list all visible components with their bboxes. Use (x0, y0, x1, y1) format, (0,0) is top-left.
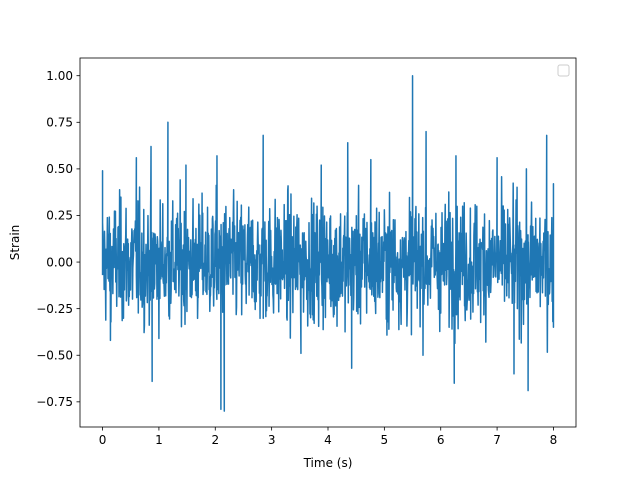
y-tick-label: 0.00 (46, 255, 73, 269)
y-tick-label: −0.50 (36, 348, 73, 362)
y-tick-label: 0.50 (46, 162, 73, 176)
x-tick-label: 5 (381, 433, 389, 447)
y-tick-label: −0.25 (36, 302, 73, 316)
x-tick-label: 6 (437, 433, 445, 447)
x-tick-label: 4 (324, 433, 332, 447)
x-tick-label: 8 (550, 433, 558, 447)
y-tick-label: 0.75 (46, 115, 73, 129)
y-tick-label: 1.00 (46, 69, 73, 83)
y-tick-label: 0.25 (46, 209, 73, 223)
x-tick-label: 2 (211, 433, 219, 447)
x-tick-label: 0 (99, 433, 107, 447)
y-axis-label: Strain (8, 225, 22, 261)
x-tick-label: 7 (493, 433, 501, 447)
y-tick-label: −0.75 (36, 395, 73, 409)
x-axis-label: Time (s) (303, 456, 353, 470)
strain-series-line (101, 74, 555, 412)
x-tick-label: 1 (155, 433, 163, 447)
legend-box (557, 64, 570, 77)
x-tick-label: 3 (268, 433, 276, 447)
